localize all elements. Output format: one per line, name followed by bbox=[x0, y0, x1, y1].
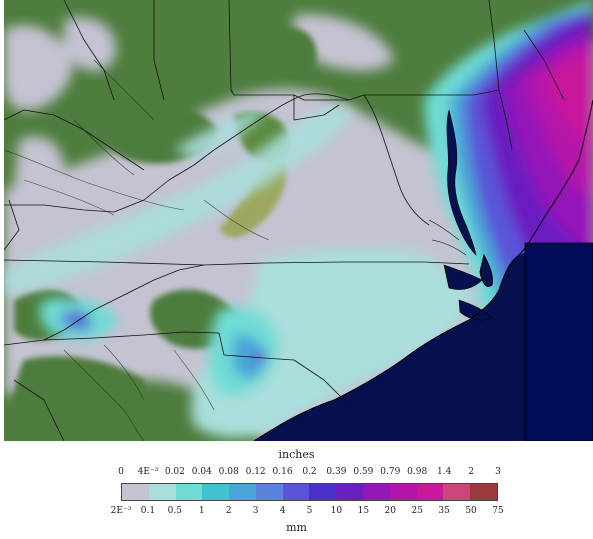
colorbar-swatch bbox=[389, 484, 417, 500]
light-cyan-band bbox=[4, 106, 354, 295]
tick-label: 0.16 bbox=[272, 467, 293, 477]
tick-label: 0.2 bbox=[302, 467, 317, 477]
precipitation-map bbox=[4, 0, 593, 441]
tick-label: 50 bbox=[465, 506, 477, 516]
colorbar bbox=[121, 483, 498, 501]
tick-label: 25 bbox=[411, 506, 423, 516]
tick-label: 2E⁻³ bbox=[110, 506, 132, 516]
tick-label: 20 bbox=[384, 506, 397, 516]
legend-top-unit: inches bbox=[278, 448, 315, 461]
colorbar-swatch bbox=[309, 484, 337, 500]
coastal-precip bbox=[39, 248, 475, 438]
colorbar-swatch bbox=[122, 484, 149, 500]
tick-label: 2 bbox=[468, 467, 474, 477]
tick-label: 35 bbox=[438, 506, 450, 516]
legend: inches 0 4E⁻³ 0.02 0.04 0.08 0.12 0.16 0.2 0.39 0… bbox=[0, 448, 593, 539]
tick-label: 3 bbox=[252, 506, 259, 516]
chesapeake-bay bbox=[428, 109, 493, 321]
colorbar-swatch bbox=[470, 484, 497, 500]
tick-label: 1 bbox=[198, 506, 205, 516]
legend-bottom-unit: mm bbox=[286, 521, 307, 534]
tick-label: 0.12 bbox=[245, 467, 266, 477]
colorbar-swatch bbox=[202, 484, 230, 500]
tick-label: 2 bbox=[225, 506, 232, 516]
tick-label: 4 bbox=[279, 506, 286, 516]
tick-label: 0.39 bbox=[326, 467, 347, 477]
tick-label: 75 bbox=[492, 506, 504, 516]
inset-panel bbox=[525, 243, 593, 441]
colorbar-swatch bbox=[255, 484, 283, 500]
atlantic-ocean bbox=[254, 245, 593, 441]
colorbar-swatch bbox=[336, 484, 364, 500]
tick-label: 0.1 bbox=[140, 506, 156, 516]
tick-label: 0.04 bbox=[191, 467, 212, 477]
tick-label: 15 bbox=[357, 506, 370, 516]
tick-label: 0.79 bbox=[380, 467, 401, 477]
tick-label: 0 bbox=[118, 467, 124, 477]
tick-label: 5 bbox=[306, 506, 313, 516]
colorbar-swatch bbox=[148, 484, 176, 500]
tick-label: 0.59 bbox=[353, 467, 374, 477]
colorbar-swatch bbox=[175, 484, 203, 500]
tick-label: 10 bbox=[330, 506, 343, 516]
colorbar-swatch bbox=[282, 484, 310, 500]
state-borders bbox=[4, 0, 565, 441]
tick-label: 0.98 bbox=[407, 467, 428, 477]
colorbar-swatch bbox=[363, 484, 390, 500]
tick-label: 4E⁻³ bbox=[137, 467, 159, 477]
tick-label: 0.5 bbox=[167, 506, 183, 516]
tick-label: 0.02 bbox=[164, 467, 185, 477]
colorbar-swatch bbox=[229, 484, 256, 500]
colorbar-swatch bbox=[416, 484, 444, 500]
tick-label: 0.08 bbox=[218, 467, 239, 477]
rivers bbox=[4, 59, 270, 441]
tick-label: 3 bbox=[495, 467, 501, 477]
coastline bbox=[253, 99, 593, 441]
colorbar-swatch bbox=[443, 484, 471, 500]
tick-label: 1.4 bbox=[436, 467, 452, 477]
